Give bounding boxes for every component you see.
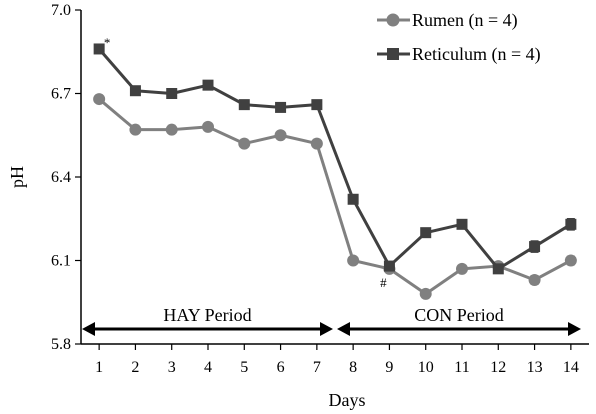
data-point (310, 137, 323, 150)
data-point (238, 99, 250, 111)
x-tick-label: 10 (418, 359, 434, 376)
period-label: HAY Period (163, 305, 251, 325)
annotation-mark: # (380, 275, 387, 290)
y-tick-label: 5.8 (51, 336, 71, 353)
annotations: *# (104, 35, 387, 290)
x-tick-label: 4 (204, 359, 212, 376)
data-point (311, 99, 323, 111)
x-tick-label: 6 (277, 359, 285, 376)
y-tick-label: 6.4 (51, 169, 71, 186)
x-tick-label: 9 (385, 359, 393, 376)
data-point (202, 79, 214, 91)
x-tick-label: 1 (95, 359, 103, 376)
annotation-mark: * (104, 35, 111, 50)
x-tick-label: 7 (313, 359, 321, 376)
series-layer (93, 43, 577, 300)
data-point (274, 129, 287, 142)
data-point (528, 273, 541, 286)
data-point (238, 137, 251, 150)
x-ticks: 1 2 3 4 5 6 7 8 9 10 11 12 13 14 (95, 344, 579, 376)
x-tick-label: 13 (527, 359, 543, 376)
period-arrow-head-left (337, 322, 350, 336)
x-tick-label: 3 (168, 359, 176, 376)
data-point (383, 260, 395, 272)
legend-marker (386, 13, 400, 27)
series-1 (93, 43, 577, 275)
legend-label: Reticulum (n = 4) (412, 44, 541, 65)
data-point (565, 218, 577, 230)
series-0 (93, 93, 577, 300)
data-point (93, 93, 106, 106)
y-tick-label: 7.0 (51, 2, 71, 19)
data-point (456, 262, 468, 275)
data-point (275, 101, 287, 113)
data-point (564, 254, 577, 267)
x-tick-label: 11 (454, 359, 469, 376)
x-tick-label: 2 (131, 359, 139, 376)
period-arrow-head-left (82, 322, 95, 336)
data-point (129, 85, 141, 97)
data-point (166, 88, 178, 99)
data-point (165, 123, 178, 136)
data-point (492, 263, 504, 275)
x-tick-label: 8 (349, 359, 357, 376)
data-point (456, 218, 468, 230)
period-arrow-head-right (320, 322, 333, 336)
data-point (202, 120, 214, 133)
period-label: CON Period (414, 305, 504, 325)
y-tick-label: 6.1 (51, 253, 71, 270)
data-point (347, 193, 359, 205)
legend: Rumen (n = 4) Reticulum (n = 4) (377, 10, 541, 65)
y-axis-title: pH (7, 166, 27, 188)
period-arrows: HAY Period CON Period (82, 305, 581, 336)
x-tick-label: 14 (563, 359, 579, 376)
legend-label: Rumen (n = 4) (412, 10, 518, 31)
x-tick-label: 5 (240, 359, 248, 376)
y-tick-label: 6.7 (51, 86, 71, 103)
data-point (529, 241, 541, 253)
data-point (347, 254, 360, 267)
data-point (93, 43, 105, 55)
y-ticks: 5.8 6.1 6.4 6.7 7.0 (51, 2, 81, 353)
series-line (98, 47, 572, 271)
x-axis-title: Days (329, 390, 366, 410)
series-line (98, 97, 572, 296)
legend-marker (387, 48, 399, 60)
data-point (420, 227, 432, 239)
x-tick-label: 12 (490, 359, 506, 376)
data-point (129, 123, 142, 136)
period-arrow-head-right (568, 322, 581, 336)
data-point (419, 287, 432, 300)
